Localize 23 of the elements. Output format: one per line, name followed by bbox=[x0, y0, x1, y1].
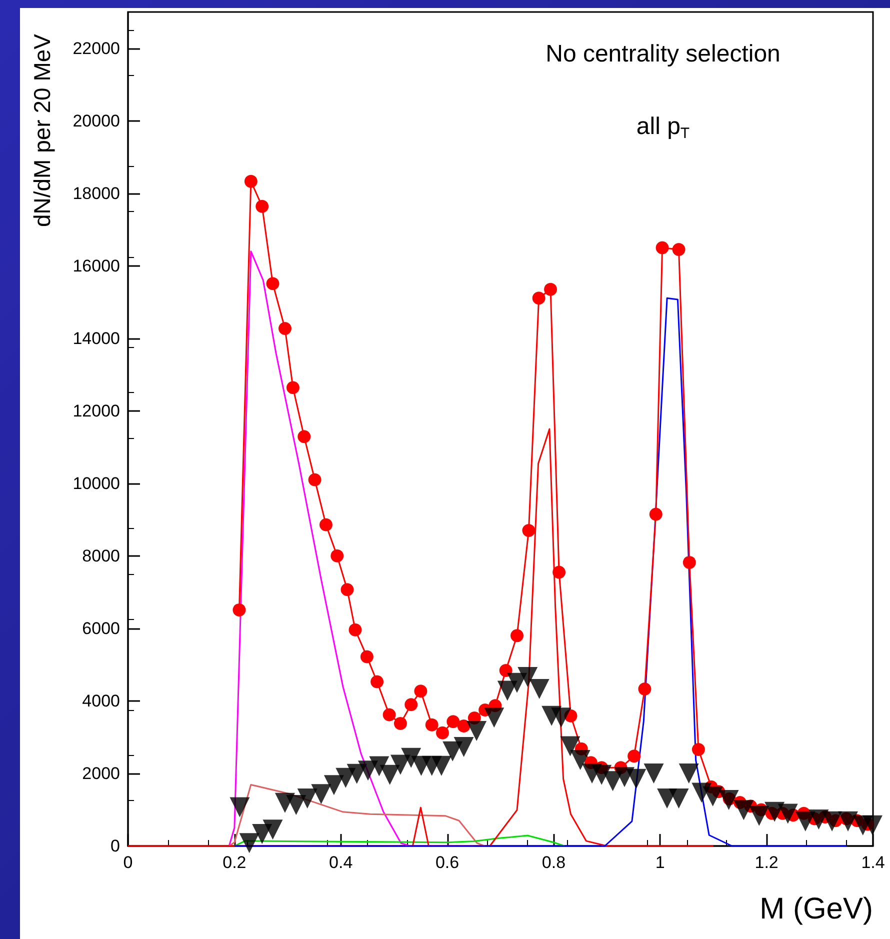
x-tick-label: 0.6 bbox=[435, 853, 460, 872]
x-tick-label: 1 bbox=[655, 853, 665, 872]
y-tick-label: 16000 bbox=[72, 256, 120, 276]
x-tick-label: 0.4 bbox=[329, 853, 353, 872]
y-tick-label: 6000 bbox=[82, 618, 120, 638]
x-tick-label: 0 bbox=[123, 853, 133, 872]
y-tick-label: 14000 bbox=[72, 328, 120, 348]
y-tick-label: 20000 bbox=[72, 111, 120, 130]
y-tick-label: 2000 bbox=[82, 764, 120, 783]
x-tick-label: 0.2 bbox=[222, 853, 246, 872]
x-tick-label: 1.4 bbox=[861, 853, 885, 872]
y-tick-label: 4000 bbox=[82, 691, 120, 710]
y-tick-label: 8000 bbox=[82, 546, 120, 566]
y-tick-label: 10000 bbox=[72, 474, 120, 493]
x-axis-title: M (GeV) bbox=[760, 892, 873, 926]
y-tick-label: 0 bbox=[110, 836, 120, 856]
y-tick-label: 18000 bbox=[72, 184, 120, 203]
annotation: No centrality selection bbox=[546, 40, 780, 68]
y-tick-label: 12000 bbox=[72, 401, 120, 420]
y-axis-title: dN/dM per 20 MeV bbox=[29, 33, 55, 228]
x-tick-label: 0.8 bbox=[542, 853, 566, 872]
x-tick-label: 1.2 bbox=[754, 853, 778, 872]
y-tick-label: 22000 bbox=[72, 38, 120, 58]
